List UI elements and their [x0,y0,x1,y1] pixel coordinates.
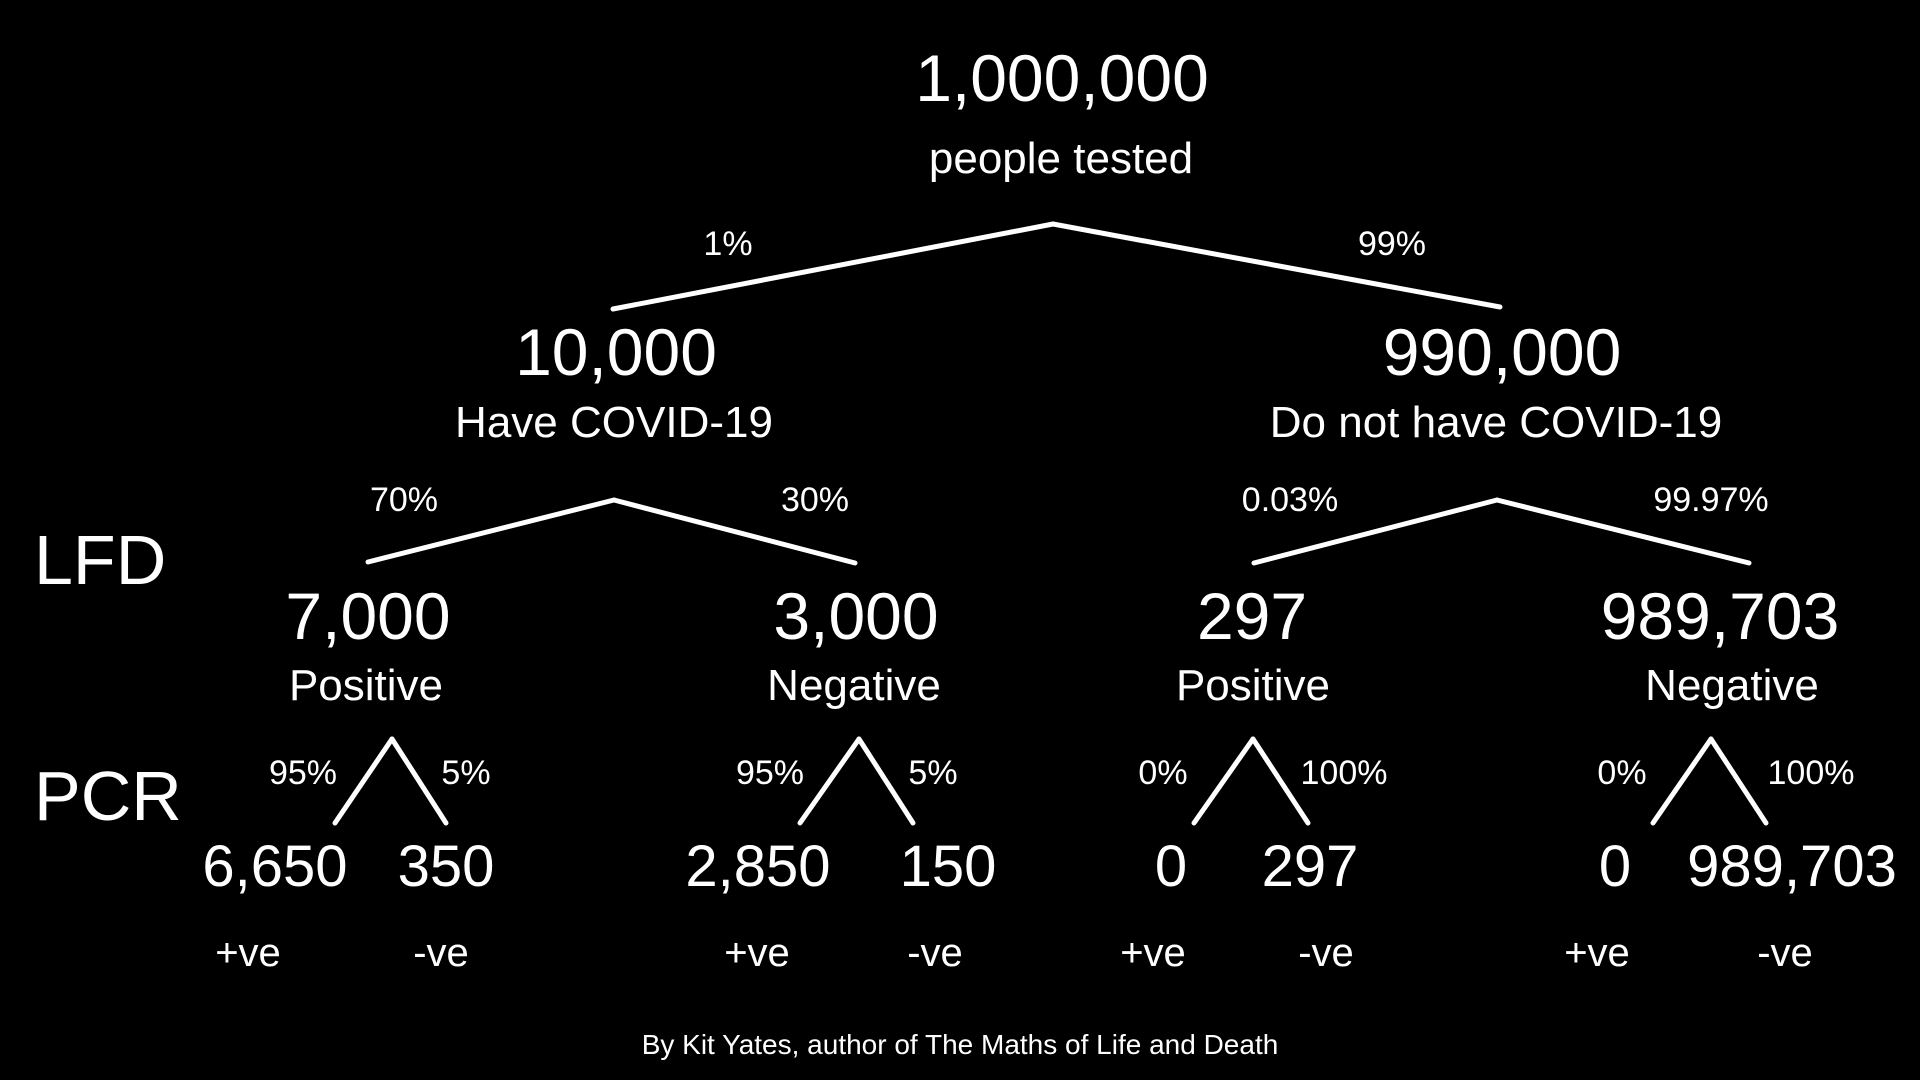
branch-root-right [1050,221,1503,310]
root-label: people tested [928,134,1194,183]
lfd-pct: 99.97% [1653,481,1769,519]
branch-pcr-1-pos [332,736,395,826]
pcr-neg-label: -ve [1757,931,1813,975]
pcr-pos-pct: 95% [268,754,338,792]
branch-lfd-3 [1251,497,1500,566]
pcr-neg-label: -ve [413,931,469,975]
pcr-pos-count: 0 [1154,834,1188,899]
pcr-pos-label: +ve [1120,931,1186,975]
stage-label-pcr: PCR [34,757,182,835]
label-no-covid: Do not have COVID-19 [1269,398,1723,447]
lfd-label: Negative [767,661,941,710]
branch-pcr-1-neg [389,736,449,826]
label-have-covid: Have COVID-19 [455,398,773,447]
pct-no-covid: 99% [1357,225,1427,263]
lfd-pct: 30% [780,481,850,519]
pcr-pos-label: +ve [215,931,281,975]
root-count: 1,000,000 [915,41,1209,115]
lfd-count: 297 [1196,579,1308,653]
author-credit: By Kit Yates, author of The Maths of Lif… [641,1029,1279,1060]
lfd-label: Negative [1645,661,1819,710]
pcr-neg-count: 297 [1261,834,1359,899]
count-have-covid: 10,000 [515,315,717,389]
lfd-count: 989,703 [1600,579,1840,653]
lfd-count: 7,000 [285,579,451,653]
pcr-neg-label: -ve [1298,931,1354,975]
pcr-neg-pct: 100% [1300,754,1388,792]
branch-pcr-3-pos [1191,736,1256,826]
pcr-neg-label: -ve [907,931,963,975]
branch-lfd-2 [611,497,858,566]
branch-pcr-4-pos [1650,736,1714,826]
pcr-neg-count: 150 [899,834,997,899]
pcr-neg-pct: 5% [908,754,958,792]
count-no-covid: 990,000 [1382,315,1622,389]
branch-root-left [610,221,1056,312]
pcr-neg-count: 989,703 [1687,834,1897,899]
pct-have-covid: 1% [703,225,753,263]
branch-lfd-4 [1494,497,1752,566]
stage-label-lfd: LFD [34,521,167,599]
lfd-pct: 70% [369,481,439,519]
pcr-neg-pct: 100% [1767,754,1855,792]
pcr-pos-count: 6,650 [202,834,348,899]
lfd-label: Positive [1175,661,1331,710]
branch-pcr-2-neg [856,736,916,826]
pcr-neg-count: 350 [397,834,495,899]
pcr-pos-pct: 95% [735,754,805,792]
lfd-pct: 0.03% [1241,481,1339,519]
pcr-pos-label: +ve [724,931,790,975]
lfd-label: Positive [288,661,444,710]
pcr-pos-label: +ve [1564,931,1630,975]
branch-lfd-1 [365,497,617,565]
branch-pcr-3-neg [1250,736,1311,826]
branch-pcr-4-neg [1708,736,1769,826]
pcr-neg-pct: 5% [441,754,491,792]
pcr-pos-count: 2,850 [685,834,831,899]
pcr-pos-pct: 0% [1597,754,1647,792]
pcr-pos-count: 0 [1598,834,1632,899]
pcr-pos-pct: 0% [1138,754,1188,792]
lfd-count: 3,000 [773,579,939,653]
branch-pcr-2-pos [797,736,862,826]
